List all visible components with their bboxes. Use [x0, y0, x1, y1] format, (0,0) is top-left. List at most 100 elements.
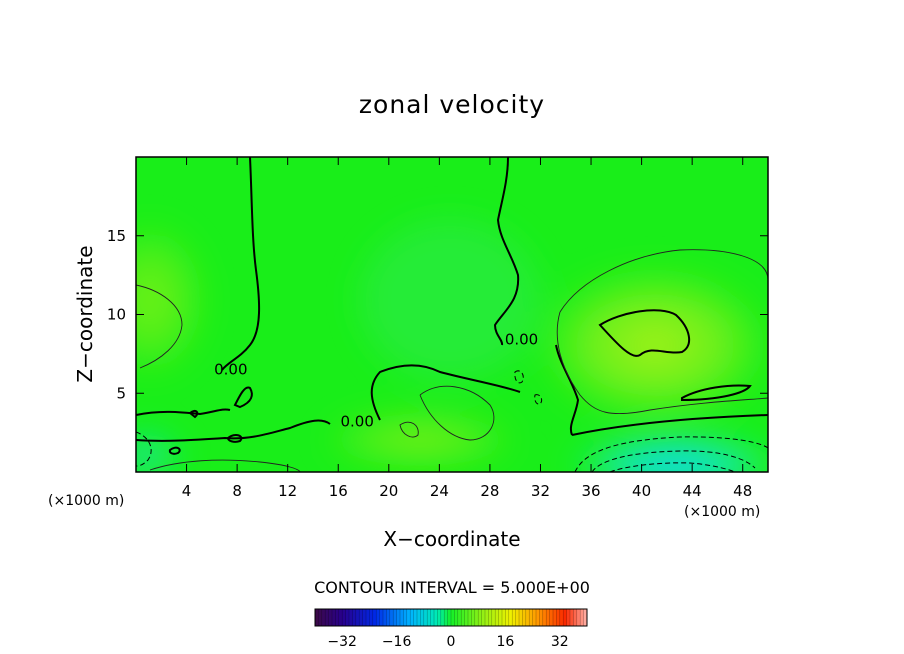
colorbar-tick-labels: −32 −16 0 16 32: [327, 634, 568, 650]
colorbar-swatch: [576, 609, 581, 626]
colorbar-swatch: [328, 609, 333, 626]
x-tick-label: 48: [733, 482, 752, 500]
colorbar-swatch: [379, 609, 384, 626]
colorbar-swatch: [563, 609, 567, 626]
colorbar-swatch: [505, 609, 510, 626]
plot-area: [136, 157, 768, 472]
field-shading: [136, 220, 768, 472]
colorbar-tick-label: 16: [496, 634, 514, 650]
colorbar-swatch: [536, 609, 540, 626]
colorbar-swatch: [342, 609, 346, 626]
colorbar-swatch: [396, 609, 401, 626]
colorbar-swatch: [383, 609, 387, 626]
contour-labels: 0.00 0.00 0.00: [214, 331, 538, 431]
contour-interval-text: CONTOUR INTERVAL = 5.000E+00: [314, 578, 590, 597]
colorbar-swatch: [434, 609, 438, 626]
colorbar-swatch: [349, 609, 353, 626]
colorbar-swatch: [318, 609, 323, 626]
colorbar-swatch: [573, 609, 578, 626]
contour-label: 0.00: [214, 361, 247, 379]
colorbar-swatch: [420, 609, 425, 626]
colorbar-swatch: [532, 609, 537, 626]
colorbar-swatch: [539, 609, 544, 626]
colorbar-swatch: [580, 609, 584, 626]
colorbar-swatch: [498, 609, 503, 626]
colorbar-swatch: [400, 609, 404, 626]
colorbar-swatch: [454, 609, 459, 626]
colorbar-swatch: [485, 609, 489, 626]
colorbar-swatch: [315, 609, 319, 626]
x-tick-label: 32: [531, 482, 550, 500]
colorbar-swatch: [423, 609, 428, 626]
colorbar-swatch: [359, 609, 363, 626]
x-tick-label: 36: [581, 482, 600, 500]
colorbar-swatch: [403, 609, 408, 626]
y-axis-label: Z−coordinate: [73, 245, 97, 382]
colorbar-swatch: [488, 609, 493, 626]
x-tick-label: 8: [232, 482, 242, 500]
colorbar-swatch: [559, 609, 564, 626]
colorbar-swatch: [338, 609, 343, 626]
colorbar-swatch: [447, 609, 452, 626]
colorbar-swatch: [413, 609, 418, 626]
y-tick-label: 10: [107, 306, 126, 324]
colorbar-swatch: [522, 609, 527, 626]
y-tick-label: 15: [107, 227, 126, 245]
colorbar-swatch: [529, 609, 533, 626]
colorbar-swatch: [495, 609, 499, 626]
colorbar-swatch: [468, 609, 472, 626]
x-tick-label: 24: [430, 482, 449, 500]
x-tick-label: 28: [480, 482, 499, 500]
x-tick-label: 4: [182, 482, 192, 500]
negative-contours: [136, 370, 768, 472]
zero-contours: [136, 157, 768, 455]
colorbar-swatch: [352, 609, 357, 626]
colorbar-swatch: [389, 609, 394, 626]
colorbar-swatch: [508, 609, 513, 626]
x-unit-label-left: (×1000 m): [48, 493, 124, 509]
colorbar-swatch: [332, 609, 336, 626]
colorbar-swatch: [570, 609, 574, 626]
colorbar-swatch: [393, 609, 397, 626]
colorbar-swatch: [410, 609, 414, 626]
colorbar-swatch: [430, 609, 435, 626]
colorbar-swatch: [515, 609, 520, 626]
bottom-mid-positive-region: [320, 410, 520, 470]
colorbar-swatch: [321, 609, 326, 626]
colorbar-swatch: [369, 609, 374, 626]
contour-label: 0.00: [340, 413, 373, 431]
contour-label: 0.00: [505, 331, 538, 349]
x-axis-ticks: 4 8 12 16 20 24 28 32 36 40 44 48: [182, 157, 752, 500]
colorbar-swatch: [355, 609, 360, 626]
colorbar-swatch: [525, 609, 530, 626]
colorbar: [314, 608, 588, 627]
colorbar-tick-label: 32: [551, 634, 569, 650]
colorbar-swatch: [345, 609, 350, 626]
chart-title: zonal velocity: [359, 90, 545, 119]
colorbar-swatch: [427, 609, 431, 626]
colorbar-swatch: [512, 609, 516, 626]
colorbar-swatch: [549, 609, 554, 626]
left-positive-region: [136, 220, 210, 380]
colorbar-swatch: [417, 609, 421, 626]
x-tick-label: 16: [329, 482, 348, 500]
colorbar-swatch: [553, 609, 557, 626]
colorbar-swatch: [335, 609, 340, 626]
colorbar-swatch: [566, 609, 571, 626]
colorbar-swatch: [556, 609, 561, 626]
x-tick-label: 12: [278, 482, 297, 500]
x-tick-label: 40: [632, 482, 651, 500]
colorbar-swatch: [474, 609, 479, 626]
center-light-region: [360, 220, 540, 380]
colorbar-swatch: [542, 609, 547, 626]
colorbar-swatch: [481, 609, 486, 626]
x-tick-label: 44: [683, 482, 702, 500]
colorbar-tick-label: −16: [382, 634, 412, 650]
colorbar-swatch: [502, 609, 506, 626]
colorbar-swatch: [437, 609, 442, 626]
colorbar-swatch: [464, 609, 469, 626]
colorbar-tick-label: −32: [327, 634, 357, 650]
x-axis-label: X−coordinate: [383, 527, 520, 551]
colorbar-swatch: [440, 609, 445, 626]
